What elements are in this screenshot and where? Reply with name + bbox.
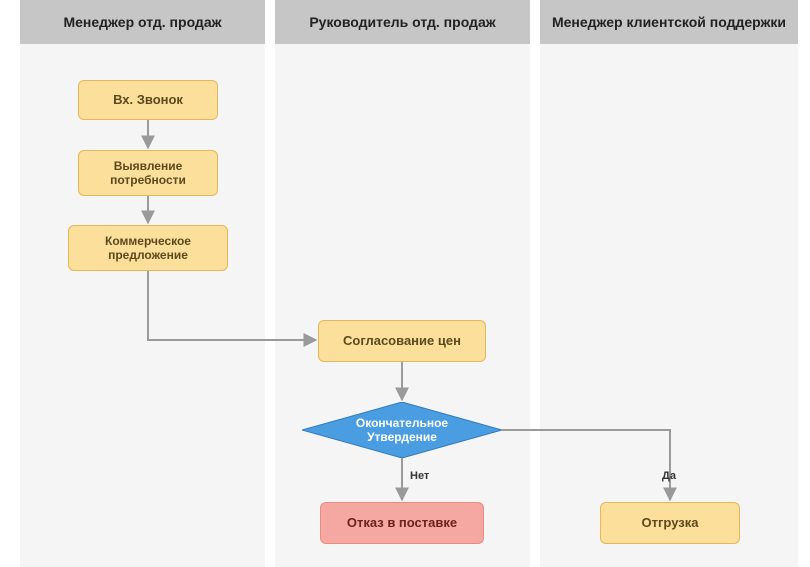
swimlane-header: Менеджер клиентской поддержки — [540, 0, 798, 44]
swimlane-sales-head: Руководитель отд. продаж — [275, 0, 530, 567]
node-incoming-call: Вх. Звонок — [78, 80, 218, 120]
node-label: Согласование цен — [343, 333, 461, 349]
edge-label-yes: Да — [662, 470, 676, 482]
node-identify-need: Выявление потребности — [78, 150, 218, 196]
node-label: Коммерческое предложение — [69, 234, 227, 263]
node-label: Вх. Звонок — [113, 92, 183, 108]
node-refusal: Отказ в поставке — [320, 502, 484, 544]
node-label: Отгрузка — [642, 515, 699, 531]
node-commercial-proposal: Коммерческое предложение — [68, 225, 228, 271]
swimlane-header: Руководитель отд. продаж — [275, 0, 530, 44]
node-final-approval: Окончательное Утвердение — [302, 402, 502, 458]
node-label: Отказ в поставке — [347, 515, 457, 531]
lane-divider — [532, 0, 534, 567]
node-shipment: Отгрузка — [600, 502, 740, 544]
node-price-agreement: Согласование цен — [318, 320, 486, 362]
lane-divider — [267, 0, 269, 567]
edge-label-no: Нет — [410, 470, 429, 482]
swimlane-header: Менеджер отд. продаж — [20, 0, 265, 44]
node-label: Выявление потребности — [79, 159, 217, 188]
node-label: Окончательное Утвердение — [302, 402, 502, 458]
